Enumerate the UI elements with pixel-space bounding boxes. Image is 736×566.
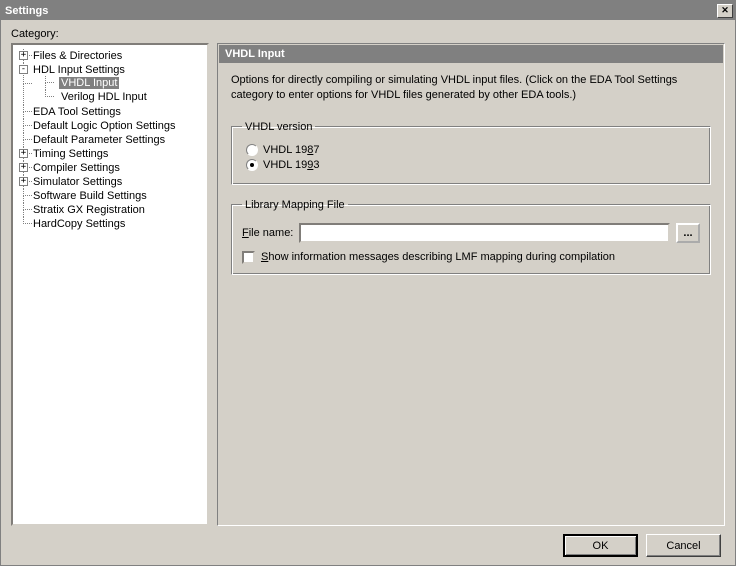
expand-icon[interactable]: + (19, 149, 28, 158)
tree-item-label[interactable]: Verilog HDL Input (59, 91, 149, 103)
lmf-messages-checkbox[interactable] (242, 251, 255, 264)
tree-item-label[interactable]: Default Logic Option Settings (31, 120, 177, 132)
category-label: Category: (11, 28, 725, 40)
file-name-row: File name: ... (242, 223, 700, 243)
tree-item[interactable]: Default Logic Option Settings (17, 119, 205, 133)
radio-label: VHDL 1993 (263, 159, 319, 171)
category-tree-panel[interactable]: +Files & Directories-HDL Input SettingsV… (11, 43, 209, 526)
tree-item[interactable]: Software Build Settings (17, 189, 205, 203)
tree-item-label[interactable]: HDL Input Settings (31, 64, 127, 76)
radio-label: VHDL 1987 (263, 144, 319, 156)
radio-button[interactable] (246, 144, 258, 156)
cancel-button[interactable]: Cancel (646, 534, 721, 557)
tree-item-label[interactable]: HardCopy Settings (31, 218, 127, 230)
tree-item[interactable]: VHDL Input (45, 76, 205, 90)
close-icon: ✕ (721, 5, 729, 16)
tree-item[interactable]: -HDL Input SettingsVHDL Input Verilog HDL… (17, 63, 205, 105)
category-tree: +Files & Directories-HDL Input SettingsV… (15, 49, 205, 231)
panel-body: Options for directly compiling or simula… (219, 63, 723, 299)
settings-panel: VHDL Input Options for directly compilin… (217, 43, 725, 526)
tree-item[interactable]: Verilog HDL Input (45, 90, 205, 104)
window-title: Settings (5, 5, 717, 17)
tree-item-label[interactable]: Compiler Settings (31, 162, 122, 174)
vhdl-version-group: VHDL version VHDL 1987 VHDL 1993 (231, 121, 711, 185)
tree-item[interactable]: +Simulator Settings (17, 175, 205, 189)
tree-item-label[interactable]: VHDL Input (59, 77, 119, 89)
lmf-messages-row: Show information messages describing LMF… (242, 251, 700, 264)
tree-item[interactable]: Stratix GX Registration (17, 203, 205, 217)
library-mapping-group: Library Mapping File File name: ... Show… (231, 199, 711, 275)
tree-item[interactable]: HardCopy Settings (17, 217, 205, 231)
content-row: +Files & Directories-HDL Input SettingsV… (11, 43, 725, 526)
tree-item[interactable]: +Timing Settings (17, 147, 205, 161)
tree-item-label[interactable]: Stratix GX Registration (31, 204, 147, 216)
dialog-body: Category: +Files & Directories-HDL Input… (1, 20, 735, 565)
tree-item-label[interactable]: Default Parameter Settings (31, 134, 167, 146)
expand-icon[interactable]: + (19, 163, 28, 172)
lmf-messages-label: Show information messages describing LMF… (261, 251, 615, 263)
tree-item[interactable]: Default Parameter Settings (17, 133, 205, 147)
settings-window: Settings ✕ Category: +Files & Directorie… (0, 0, 736, 566)
titlebar: Settings ✕ (1, 1, 735, 20)
radio-button[interactable] (246, 159, 258, 171)
collapse-icon[interactable]: - (19, 65, 28, 74)
vhdl-version-legend: VHDL version (242, 121, 315, 133)
tree-item-label[interactable]: Files & Directories (31, 50, 124, 62)
tree-item-label[interactable]: Simulator Settings (31, 176, 124, 188)
tree-item[interactable]: EDA Tool Settings (17, 105, 205, 119)
ok-button[interactable]: OK (563, 534, 638, 557)
file-name-input[interactable] (299, 223, 670, 243)
tree-item[interactable]: +Files & Directories (17, 49, 205, 63)
tree-item[interactable]: +Compiler Settings (17, 161, 205, 175)
expand-icon[interactable]: + (19, 51, 28, 60)
panel-description: Options for directly compiling or simula… (231, 73, 711, 103)
browse-button[interactable]: ... (676, 223, 700, 243)
vhdl-version-option[interactable]: VHDL 1987 (246, 144, 700, 156)
tree-item-label[interactable]: Software Build Settings (31, 190, 149, 202)
panel-title: VHDL Input (219, 45, 723, 63)
tree-item-label[interactable]: Timing Settings (31, 148, 110, 160)
close-button[interactable]: ✕ (717, 4, 733, 18)
file-name-label: File name: (242, 227, 293, 239)
vhdl-version-option[interactable]: VHDL 1993 (246, 159, 700, 171)
expand-icon[interactable]: + (19, 177, 28, 186)
tree-item-label[interactable]: EDA Tool Settings (31, 106, 123, 118)
dialog-buttons: OK Cancel (11, 526, 725, 557)
library-mapping-legend: Library Mapping File (242, 199, 348, 211)
